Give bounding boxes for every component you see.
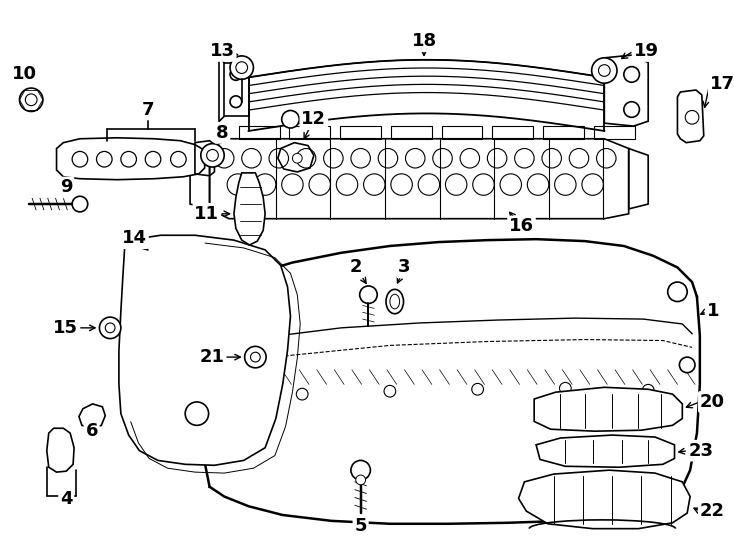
Text: 23: 23 xyxy=(688,442,713,460)
Circle shape xyxy=(391,174,413,195)
Circle shape xyxy=(201,144,224,167)
Text: 22: 22 xyxy=(700,502,725,520)
Circle shape xyxy=(356,475,366,485)
Circle shape xyxy=(170,151,186,167)
Circle shape xyxy=(360,286,377,303)
Circle shape xyxy=(527,174,549,195)
Circle shape xyxy=(20,88,43,111)
Text: 16: 16 xyxy=(509,218,534,235)
Circle shape xyxy=(244,346,266,368)
Circle shape xyxy=(570,148,589,168)
Text: 2: 2 xyxy=(349,259,362,276)
Circle shape xyxy=(515,148,534,168)
Text: 7: 7 xyxy=(142,100,154,118)
Text: 9: 9 xyxy=(60,179,73,197)
Text: 21: 21 xyxy=(199,348,224,366)
Polygon shape xyxy=(534,387,683,431)
Circle shape xyxy=(105,323,115,333)
Polygon shape xyxy=(57,138,205,180)
Circle shape xyxy=(230,69,241,80)
Circle shape xyxy=(336,174,357,195)
Circle shape xyxy=(363,174,385,195)
Circle shape xyxy=(207,150,218,161)
Circle shape xyxy=(185,402,208,426)
Circle shape xyxy=(624,102,639,117)
Circle shape xyxy=(351,148,371,168)
Circle shape xyxy=(282,174,303,195)
Circle shape xyxy=(269,148,288,168)
Circle shape xyxy=(99,317,121,339)
Circle shape xyxy=(680,357,695,373)
Text: 19: 19 xyxy=(633,42,658,60)
Circle shape xyxy=(351,461,371,480)
Text: 10: 10 xyxy=(12,65,37,83)
Polygon shape xyxy=(234,173,265,245)
Circle shape xyxy=(255,174,276,195)
Circle shape xyxy=(433,148,452,168)
Circle shape xyxy=(472,383,484,395)
Circle shape xyxy=(642,384,654,396)
Circle shape xyxy=(292,153,302,163)
Text: 5: 5 xyxy=(355,517,367,535)
Text: 18: 18 xyxy=(412,32,437,50)
Circle shape xyxy=(230,96,241,107)
Circle shape xyxy=(282,111,299,128)
Ellipse shape xyxy=(390,294,399,309)
Circle shape xyxy=(668,282,687,301)
Circle shape xyxy=(297,388,308,400)
Circle shape xyxy=(405,148,425,168)
Circle shape xyxy=(597,148,616,168)
Text: 13: 13 xyxy=(210,42,235,60)
Circle shape xyxy=(592,58,617,83)
Circle shape xyxy=(121,151,137,167)
Text: 20: 20 xyxy=(700,393,725,411)
Text: 6: 6 xyxy=(85,422,98,440)
Circle shape xyxy=(624,66,639,82)
Circle shape xyxy=(324,148,343,168)
Circle shape xyxy=(500,174,521,195)
Circle shape xyxy=(378,148,398,168)
Circle shape xyxy=(230,56,253,79)
Text: 12: 12 xyxy=(302,110,327,129)
Circle shape xyxy=(72,151,88,167)
Circle shape xyxy=(555,174,576,195)
Circle shape xyxy=(384,386,396,397)
Circle shape xyxy=(446,174,467,195)
Circle shape xyxy=(297,148,316,168)
Ellipse shape xyxy=(386,289,404,314)
Circle shape xyxy=(418,174,440,195)
Circle shape xyxy=(686,111,699,124)
Text: 11: 11 xyxy=(195,205,219,223)
Polygon shape xyxy=(210,139,629,219)
Circle shape xyxy=(26,94,37,106)
Circle shape xyxy=(460,148,479,168)
Circle shape xyxy=(309,174,330,195)
Circle shape xyxy=(582,174,603,195)
Circle shape xyxy=(236,62,247,73)
Circle shape xyxy=(214,148,234,168)
Circle shape xyxy=(227,174,249,195)
Text: 1: 1 xyxy=(707,302,719,320)
Text: 8: 8 xyxy=(216,124,228,142)
Text: 17: 17 xyxy=(710,75,734,93)
Circle shape xyxy=(487,148,507,168)
Circle shape xyxy=(250,352,261,362)
Circle shape xyxy=(473,174,494,195)
Circle shape xyxy=(145,151,161,167)
Circle shape xyxy=(72,196,88,212)
Circle shape xyxy=(598,65,610,76)
Text: 3: 3 xyxy=(399,259,411,276)
Circle shape xyxy=(96,151,112,167)
Circle shape xyxy=(241,148,261,168)
Polygon shape xyxy=(119,235,291,465)
Text: 14: 14 xyxy=(122,229,147,247)
Circle shape xyxy=(559,382,571,394)
Polygon shape xyxy=(536,435,675,467)
Text: 4: 4 xyxy=(60,490,73,509)
Polygon shape xyxy=(518,470,690,529)
Circle shape xyxy=(542,148,562,168)
Text: 15: 15 xyxy=(53,319,78,337)
